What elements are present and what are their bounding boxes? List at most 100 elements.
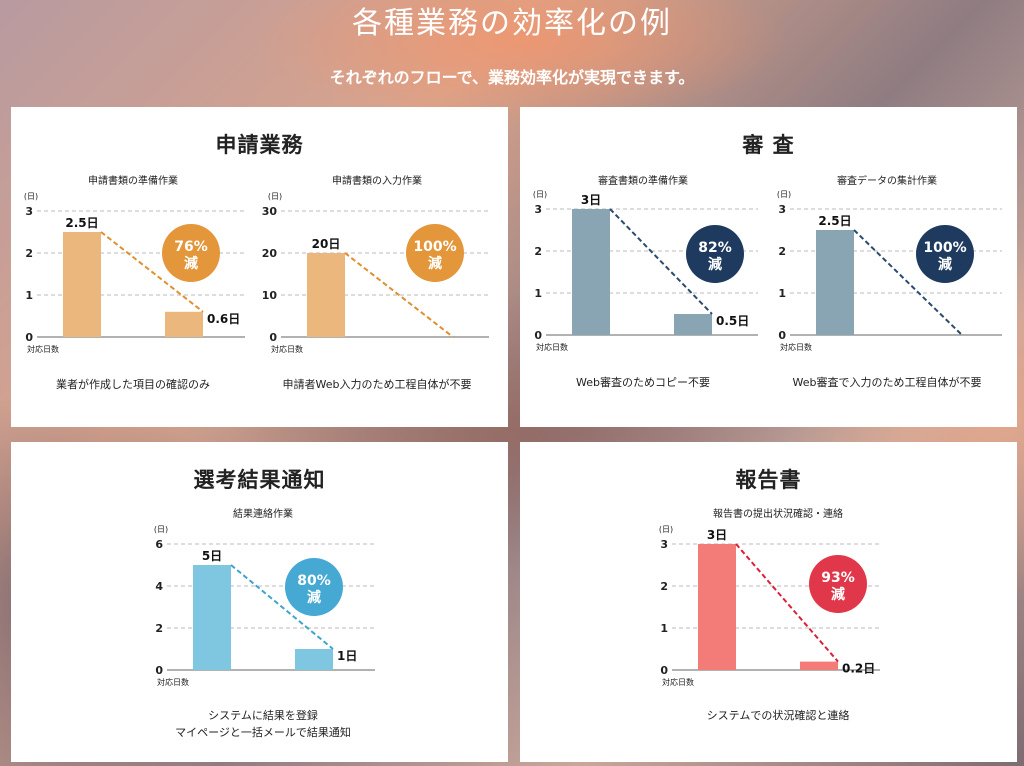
- chart-note-line: 業者が作成した項目の確認のみ: [56, 378, 210, 391]
- tick-label: 0: [534, 329, 542, 342]
- reduction-line: [230, 564, 334, 650]
- reduction-badge: [285, 558, 343, 616]
- reduction-suffix: 減: [307, 589, 321, 606]
- panel-title-houkoku: 報告書: [735, 468, 802, 492]
- tick-label: 10: [262, 289, 278, 302]
- tick-label: 1: [778, 287, 786, 300]
- reduction-line: [609, 208, 713, 315]
- tick-label: 1: [534, 287, 542, 300]
- tick-label: 0: [155, 664, 163, 677]
- chart-note: システムでの状況確認と連絡: [658, 707, 898, 724]
- bar-before: [572, 209, 610, 335]
- panel-senkou: 選考結果通知: [11, 442, 508, 762]
- panel-title-shinsa: 審 査: [742, 133, 795, 157]
- data-label-after: 0.5日: [716, 314, 749, 328]
- reduction-percent: 100%: [413, 239, 456, 255]
- tick-label: 4: [155, 580, 163, 593]
- reduction-suffix: 減: [184, 255, 198, 272]
- reduction-percent: 93%: [821, 570, 855, 586]
- reduction-line: [100, 231, 204, 313]
- tick-label: 0: [660, 664, 668, 677]
- unit-label: (日): [533, 190, 547, 199]
- tick-label: 0: [269, 331, 277, 344]
- data-label-before: 20日: [312, 237, 341, 251]
- chart-note-line: Web審査のためコピー不要: [576, 376, 710, 389]
- data-label-after: 1日: [337, 649, 357, 663]
- tick-label: 30: [262, 205, 278, 218]
- page-subtitle: それぞれのフローで、業務効率化が実現できます。: [329, 68, 695, 87]
- data-label-before: 5日: [202, 549, 222, 563]
- unit-label: (日): [154, 525, 168, 534]
- data-label-after: 0.2日: [842, 662, 875, 676]
- reduction-percent: 76%: [174, 239, 208, 255]
- tick-label: 3: [534, 203, 542, 216]
- chart-note-line: システムに結果を登録: [208, 709, 318, 722]
- data-label-before: 3日: [581, 193, 601, 207]
- bar-after: [674, 314, 712, 335]
- reduction-suffix: 減: [831, 586, 845, 603]
- data-label-before: 2.5日: [65, 216, 98, 230]
- axis-label: 対応日数: [662, 677, 694, 687]
- reduction-badge: [686, 225, 744, 283]
- bar-after: [800, 661, 838, 670]
- chart-note: 業者が作成した項目の確認のみ: [13, 376, 253, 393]
- chart-note: システムに結果を登録マイページと一括メールで結果通知: [143, 707, 383, 741]
- bar-before: [193, 565, 231, 670]
- reduction-percent: 82%: [698, 240, 732, 256]
- reduction-line: [344, 252, 454, 338]
- axis-label: 対応日数: [157, 677, 189, 687]
- reduction-badge: [916, 225, 974, 283]
- panel-title-senkou: 選考結果通知: [193, 468, 326, 492]
- bar-after: [165, 311, 203, 337]
- tick-label: 2: [155, 622, 163, 635]
- chart-title: 申請書類の入力作業: [332, 174, 422, 187]
- chart-note-line: マイページと一括メールで結果通知: [175, 726, 351, 739]
- chart-note-line: Web審査で入力のため工程自体が不要: [792, 376, 982, 389]
- panel-title-shinsei: 申請業務: [215, 133, 304, 157]
- tick-label: 1: [660, 622, 668, 635]
- unit-label: (日): [777, 190, 791, 199]
- axis-label: 対応日数: [536, 342, 568, 352]
- bar-after: [295, 649, 333, 670]
- unit-label: (日): [268, 192, 282, 201]
- reduction-suffix: 減: [428, 255, 442, 272]
- tick-label: 0: [778, 329, 786, 342]
- tick-label: 3: [25, 205, 33, 218]
- chart-title: 結果連絡作業: [233, 507, 293, 520]
- data-label-before: 3日: [707, 528, 727, 542]
- reduction-line: [735, 543, 839, 663]
- tick-label: 6: [155, 538, 163, 551]
- axis-label: 対応日数: [27, 344, 59, 354]
- reduction-badge: [809, 555, 867, 613]
- tick-label: 2: [534, 245, 542, 258]
- tick-label: 3: [660, 538, 668, 551]
- reduction-line: [853, 229, 963, 336]
- tick-label: 0: [25, 331, 33, 344]
- unit-label: (日): [24, 192, 38, 201]
- tick-label: 1: [25, 289, 33, 302]
- axis-label: 対応日数: [780, 342, 812, 352]
- bar-before: [816, 230, 854, 335]
- reduction-percent: 100%: [923, 240, 966, 256]
- chart-note-line: システムでの状況確認と連絡: [706, 709, 850, 722]
- chart-title: 審査書類の準備作業: [598, 174, 688, 187]
- reduction-suffix: 減: [938, 256, 952, 273]
- chart-title: 審査データの集計作業: [837, 174, 937, 187]
- page-title: 各種業務の効率化の例: [352, 6, 672, 41]
- tick-label: 2: [778, 245, 786, 258]
- chart-title: 報告書の提出状況確認・連絡: [713, 507, 843, 520]
- data-label-after: 0.6日: [207, 312, 240, 326]
- axis-label: 対応日数: [271, 344, 303, 354]
- bar-before: [63, 232, 101, 337]
- tick-label: 3: [778, 203, 786, 216]
- reduction-badge: [162, 224, 220, 282]
- reduction-percent: 80%: [297, 573, 331, 589]
- reduction-suffix: 減: [708, 256, 722, 273]
- tick-label: 2: [25, 247, 33, 260]
- tick-label: 20: [262, 247, 278, 260]
- bar-before: [307, 253, 345, 337]
- tick-label: 2: [660, 580, 668, 593]
- chart-note-line: 申請者Web入力のため工程自体が不要: [282, 378, 472, 391]
- chart-note: 申請者Web入力のため工程自体が不要: [257, 376, 497, 393]
